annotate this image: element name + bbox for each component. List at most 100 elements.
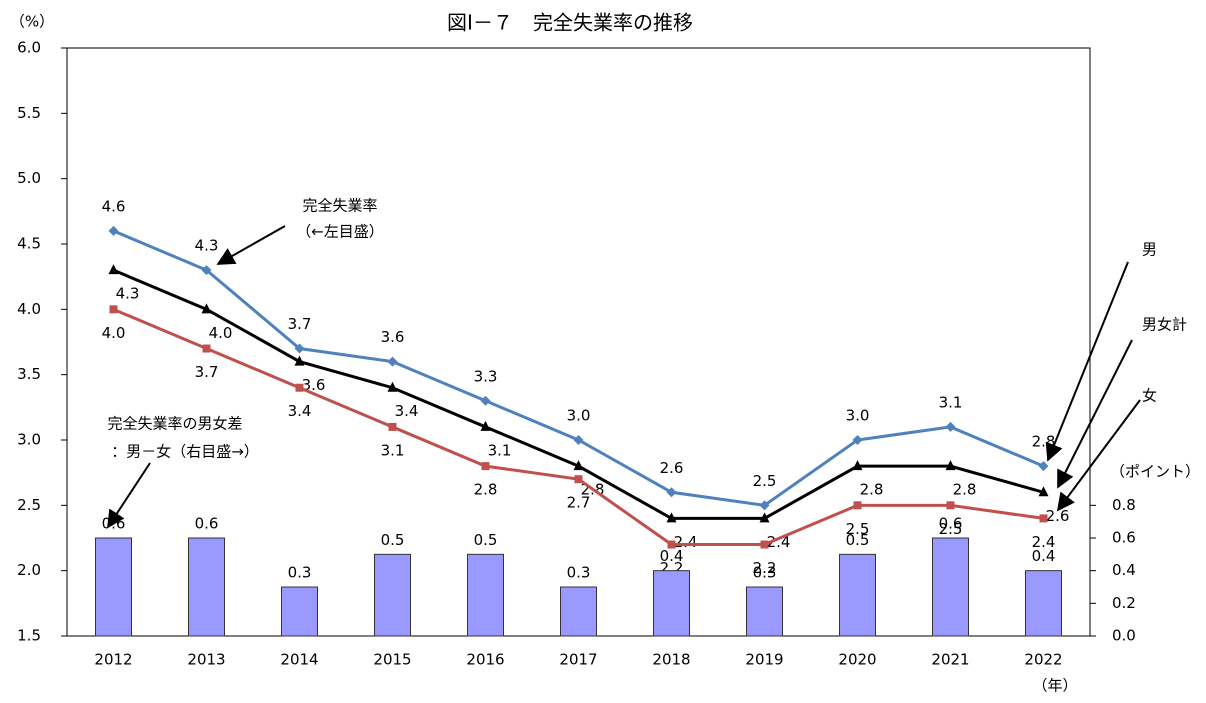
marker [667,540,676,549]
marker [573,435,584,445]
marker [759,512,770,523]
data-label: 2.6 [660,459,684,477]
data-label: 0.3 [567,564,591,582]
x-tick-label: 2012 [94,651,132,669]
data-label: 2.8 [860,481,884,499]
data-label: 2.5 [939,520,963,538]
y2-unit: （ポイント） [1110,463,1200,481]
data-label: 2.5 [846,520,870,538]
data-label: 2.8 [953,481,977,499]
annotation: （←左目盛） [296,223,384,241]
bar [839,553,876,637]
data-label: 0.4 [1032,547,1056,565]
marker [294,343,305,354]
y2-tick-label: 0.6 [1112,529,1136,547]
legend-label: 女 [1142,387,1157,405]
marker [202,344,211,353]
marker [480,420,491,431]
data-label: 3.7 [195,363,219,381]
data-label: 4.6 [102,197,126,215]
data-label: 0.5 [846,531,870,549]
data-label: 0.5 [381,531,405,549]
data-label: 3.4 [288,402,312,420]
data-label: 0.6 [102,515,126,533]
x-tick-label: 2021 [931,651,969,669]
marker [108,264,119,275]
data-label: 3.6 [381,328,405,346]
marker [945,460,956,471]
arrow [107,462,151,529]
data-label: 2.7 [567,494,591,512]
x-tick-label: 2017 [559,651,597,669]
marker [759,500,770,511]
marker [480,395,491,406]
marker [1039,514,1048,523]
x-tick-label: 2018 [652,651,690,669]
marker [760,540,769,549]
arrow [216,225,286,265]
marker [387,381,398,392]
data-label: 4.3 [195,237,219,255]
x-tick-label: 2019 [745,651,783,669]
bar [653,570,690,637]
y-unit: （%） [10,13,54,31]
data-label: 3.1 [488,441,512,459]
y-tick-label: 3.5 [17,365,41,383]
y2-tick-label: 0.0 [1112,627,1136,645]
data-label: 3.1 [381,441,405,459]
y-tick-label: 2.0 [17,561,41,579]
chart-title: 図Ⅰ－７ 完全失業率の推移 [447,11,693,35]
data-label: 2.8 [1032,433,1056,451]
bar [1025,570,1062,637]
bar [188,537,225,637]
arrow [1057,339,1133,489]
bar [560,586,597,637]
y-tick-label: 6.0 [17,39,41,57]
y-tick-label: 4.0 [17,300,41,318]
marker [388,422,397,431]
marker [387,356,398,367]
x-tick-label: 2022 [1024,651,1062,669]
marker [574,475,583,484]
data-label: 0.6 [939,515,963,533]
data-label: 3.4 [395,402,419,420]
data-label: 3.3 [474,367,498,385]
bar [932,537,969,637]
arrow [1045,261,1129,462]
marker [294,355,305,366]
x-tick-label: 2020 [838,651,876,669]
data-label: 3.0 [567,407,591,425]
y-tick-label: 5.5 [17,104,41,122]
x-tick-label: 2013 [187,651,225,669]
x-tick-label: 2016 [466,651,504,669]
y-tick-label: 1.5 [17,627,41,645]
y2-tick-label: 0.8 [1112,496,1136,514]
data-label: 4.0 [102,324,126,342]
marker [852,460,863,471]
marker [201,265,212,276]
data-label: 2.8 [474,481,498,499]
marker [1038,461,1049,472]
y-tick-label: 2.5 [17,496,41,514]
marker [946,501,955,510]
data-label: 0.3 [288,564,312,582]
marker [945,421,956,432]
y2-tick-label: 0.2 [1112,594,1136,612]
annotation: 完全失業率 [302,197,377,215]
marker [109,305,118,314]
legend-label: 男女計 [1142,316,1187,334]
data-label: 2.4 [674,533,698,551]
marker [108,225,119,236]
marker [1038,486,1049,497]
y2-tick-label: 0.4 [1112,561,1136,579]
data-label: 4.0 [209,324,233,342]
data-label: 4.3 [116,285,140,303]
marker [666,487,677,498]
arrow [1056,399,1141,512]
marker [852,435,863,445]
data-label: 0.5 [474,531,498,549]
marker [295,383,304,392]
data-label: 3.1 [939,393,963,411]
marker [853,501,862,510]
